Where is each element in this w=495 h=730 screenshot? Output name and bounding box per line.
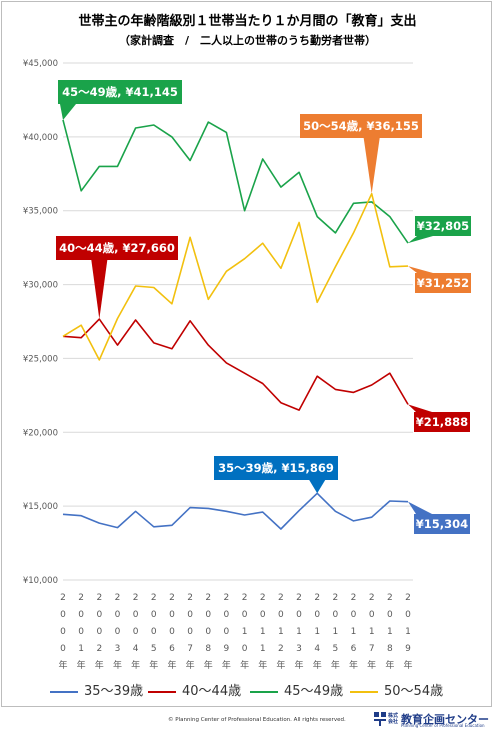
callout-label: 35～39歳, ¥15,869 — [218, 461, 334, 475]
legend-item: 50～54歳 — [350, 680, 443, 700]
legend-label: 50～54歳 — [384, 684, 444, 699]
callout-box — [56, 236, 178, 260]
legend-label: 35～39歳 — [84, 684, 144, 699]
y-tick-label: ¥30,000 — [23, 281, 58, 291]
callout-label: ¥21,888 — [416, 415, 468, 429]
callout-pointer — [408, 501, 432, 514]
legend-swatch — [250, 690, 278, 693]
callout-box — [415, 273, 471, 293]
legend-swatch — [350, 690, 378, 693]
chart-title: 世帯主の年齢階級別１世帯当たり１か月間の「教育」支出 — [78, 14, 417, 29]
callout-pointer — [408, 266, 433, 273]
callout-box — [414, 514, 470, 534]
y-tick-label: ¥15,000 — [23, 502, 58, 512]
line-chart: ¥10,000 ¥15,000 ¥20,000 ¥25,000 ¥30,000 ¥35,0… — [23, 59, 471, 671]
callout-label: ¥15,304 — [416, 517, 468, 531]
legend-item: 35～39歳 — [50, 680, 143, 700]
logo-sub-text: Planning Center of Professional Educatio… — [401, 723, 485, 728]
logo-mark-icon — [374, 712, 386, 726]
callout-pointer — [363, 138, 380, 194]
legend-label: 40～44歳 — [182, 684, 242, 699]
series-line-4 — [62, 192, 409, 361]
logo-small-text: 株式会社 — [388, 713, 399, 725]
y-tick-label: ¥40,000 — [23, 133, 58, 143]
legend-label: 45～49歳 — [284, 684, 344, 699]
callout-pointer — [91, 260, 108, 320]
callout-box — [58, 80, 182, 104]
chart-legend: 35～39歳 40～44歳 45～49歳 50～54歳 — [0, 680, 495, 700]
callout-pointer — [408, 404, 432, 412]
callout-pointer — [408, 236, 433, 244]
legend-swatch — [50, 690, 78, 693]
legend-swatch — [148, 690, 176, 693]
series-line-1 — [62, 492, 409, 530]
callout-box — [414, 412, 470, 432]
y-tick-label: ¥35,000 — [23, 207, 58, 217]
series-line-2 — [62, 318, 409, 411]
callout-label: ¥31,252 — [417, 276, 469, 290]
legend-item: 45～49歳 — [250, 680, 343, 700]
callout-label: 40～44歳, ¥27,660 — [59, 241, 175, 255]
logo-main-text: 教育企画センター — [401, 713, 489, 726]
callout-label: 50～54歳, ¥36,155 — [303, 119, 419, 133]
y-tick-label: ¥20,000 — [23, 428, 58, 438]
callout-pointer — [309, 480, 326, 494]
callout-pointer — [60, 104, 76, 120]
copyright-text: © Planning Center of Professional Educat… — [168, 717, 346, 723]
y-tick-label: ¥45,000 — [23, 59, 58, 69]
legend-item: 40～44歳 — [148, 680, 241, 700]
callout-label: 45～49歳, ¥41,145 — [62, 85, 178, 99]
chart-frame — [1, 1, 492, 707]
chart-subtitle: （家計調査 / 二人以上の世帯のうち勤労者世帯） — [118, 34, 377, 47]
callout-label: ¥32,805 — [417, 219, 469, 233]
callout-box — [415, 216, 471, 236]
y-tick-label: ¥10,000 — [23, 576, 58, 586]
callout-box — [300, 114, 422, 138]
series-line-3 — [62, 119, 409, 244]
y-tick-label: ¥25,000 — [23, 354, 58, 364]
callout-box — [214, 456, 338, 480]
company-logo: 株式会社 教育企画センター Planning Center of Profess… — [374, 711, 492, 729]
